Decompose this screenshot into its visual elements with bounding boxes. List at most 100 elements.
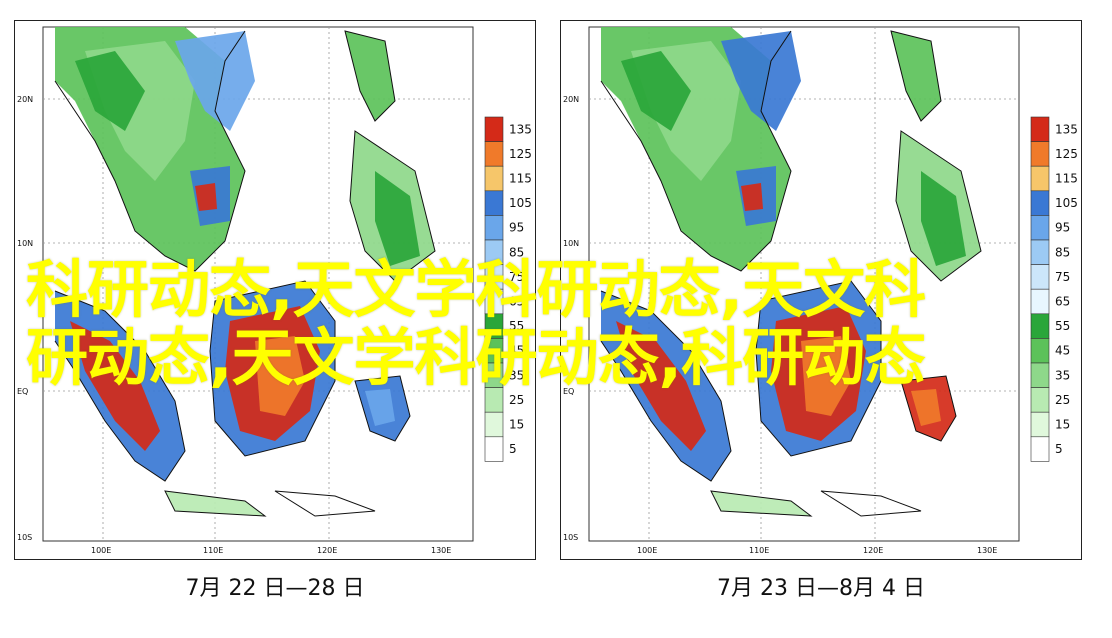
watermark-line-1: 科研动态,天文学科研动态,天文科 xyxy=(26,253,926,326)
legend-label: 75 xyxy=(1055,270,1070,284)
legend-colorbar: 135 125 115 105 95 85 75 65 55 45 35 25 15 5 xyxy=(1030,116,1078,462)
coastline xyxy=(344,30,396,122)
coastline xyxy=(164,490,267,517)
legend-label: 25 xyxy=(1055,393,1070,407)
legend-label: 55 xyxy=(1055,319,1070,333)
lon-tick-label: 100E xyxy=(637,546,657,555)
legend-label: 105 xyxy=(1055,196,1078,210)
rainfall-shading xyxy=(55,27,435,516)
lon-tick-label: 100E xyxy=(91,546,111,555)
rainfall-region xyxy=(711,491,811,516)
rainfall-region xyxy=(175,31,255,131)
legend-label: 95 xyxy=(1055,221,1070,235)
legend-label: 125 xyxy=(1055,147,1078,161)
coastline xyxy=(354,375,411,442)
coastline xyxy=(349,130,436,282)
lat-tick-label: EQ xyxy=(563,387,574,396)
rainfall-region xyxy=(621,51,691,131)
legend-label: 35 xyxy=(1055,368,1070,382)
legend-label: 35 xyxy=(509,368,524,382)
coastline xyxy=(274,490,376,517)
rainfall-region xyxy=(195,183,217,211)
legend-swatch xyxy=(1030,141,1050,167)
coastline xyxy=(755,280,882,457)
rainfall-region xyxy=(345,31,395,121)
lon-tick-label: 110E xyxy=(749,546,769,555)
legend-swatch xyxy=(484,141,504,167)
rainfall-shading xyxy=(601,27,981,516)
legend-label: 5 xyxy=(1055,442,1063,456)
coastline xyxy=(820,490,922,517)
lon-tick-label: 120E xyxy=(317,546,337,555)
rainfall-region xyxy=(891,31,941,121)
legend-colorbar: 135 125 115 105 95 85 75 65 55 45 35 25 15 5 xyxy=(484,116,532,462)
rainfall-region xyxy=(616,321,706,451)
lat-tick-label: 10S xyxy=(17,533,32,542)
lon-tick-label: 120E xyxy=(863,546,883,555)
legend-label: 75 xyxy=(509,270,524,284)
legend-label: 45 xyxy=(509,344,524,358)
lon-tick-label: 130E xyxy=(977,546,997,555)
legend-label: 5 xyxy=(509,442,517,456)
rainfall-region xyxy=(70,321,160,451)
lat-tick-label: 10S xyxy=(563,533,578,542)
lat-tick-label: 10N xyxy=(17,239,33,248)
map-right-svg: 20N 10N EQ 10S 100E 110E 120E 130E 135 125 115 105 9… xyxy=(563,26,1078,555)
watermark-line-2: 研动态,天文学科研动态,科研动态 xyxy=(26,321,926,394)
coastline xyxy=(600,290,732,482)
legend-label: 135 xyxy=(509,122,532,136)
legend-swatch xyxy=(1030,411,1050,438)
legend-swatch xyxy=(484,215,504,241)
coastline xyxy=(710,490,813,517)
coastlines xyxy=(600,30,982,517)
legend-swatch xyxy=(1030,190,1050,216)
legend-swatch xyxy=(1030,165,1050,192)
coastline xyxy=(900,375,957,442)
legend-swatch xyxy=(1030,387,1050,413)
lon-tick-label: 130E xyxy=(431,546,451,555)
legend-label: 15 xyxy=(1055,418,1070,432)
legend-label: 55 xyxy=(509,319,524,333)
lon-tick-label: 110E xyxy=(203,546,223,555)
legend-label: 115 xyxy=(1055,172,1078,186)
lat-tick-label: EQ xyxy=(17,387,28,396)
legend-swatch xyxy=(1030,116,1050,142)
legend-label: 15 xyxy=(509,418,524,432)
coastline xyxy=(890,30,942,122)
legend-swatch xyxy=(484,165,504,192)
legend-label: 105 xyxy=(509,196,532,210)
legend-swatch xyxy=(1030,436,1050,462)
rainfall-region xyxy=(921,171,966,266)
rainfall-region xyxy=(801,336,851,416)
coastline xyxy=(54,290,186,482)
legend-label: 85 xyxy=(509,245,524,259)
legend-swatch xyxy=(484,190,504,216)
map-left-svg: 20N 10N EQ 10S 100E 110E 120E 130E 135 125 115 105 9… xyxy=(17,26,532,555)
legend-label: 95 xyxy=(509,221,524,235)
caption-left: 7月 22 日—28 日 xyxy=(185,576,365,601)
legend-label: 135 xyxy=(1055,122,1078,136)
coastline xyxy=(895,130,982,282)
coastline xyxy=(54,30,246,272)
rainfall-region xyxy=(255,336,305,416)
legend-label: 65 xyxy=(1055,295,1070,309)
legend-label: 65 xyxy=(509,295,524,309)
legend-label: 85 xyxy=(1055,245,1070,259)
rainfall-region xyxy=(741,183,763,211)
legend-swatch xyxy=(484,411,504,438)
rainfall-region xyxy=(75,51,145,131)
map-panel-left: 20N 10N EQ 10S 100E 110E 120E 130E 135 125 115 105 9… xyxy=(14,20,536,560)
rainfall-region xyxy=(365,389,395,426)
legend-swatch xyxy=(484,436,504,462)
axis-labels: 20N 10N EQ 10S 100E 110E 120E 130E xyxy=(17,95,451,555)
rainfall-region xyxy=(165,491,265,516)
coastline xyxy=(600,30,792,272)
lat-tick-label: 20N xyxy=(563,95,579,104)
coastline xyxy=(209,280,336,457)
rainfall-region xyxy=(721,31,801,131)
caption-right: 7月 23 日—8月 4 日 xyxy=(717,576,925,601)
legend-swatch xyxy=(1030,215,1050,241)
map-panel-right: 20N 10N EQ 10S 100E 110E 120E 130E 135 125 115 105 9… xyxy=(560,20,1082,560)
legend-label: 115 xyxy=(509,172,532,186)
rainfall-region xyxy=(375,171,420,266)
